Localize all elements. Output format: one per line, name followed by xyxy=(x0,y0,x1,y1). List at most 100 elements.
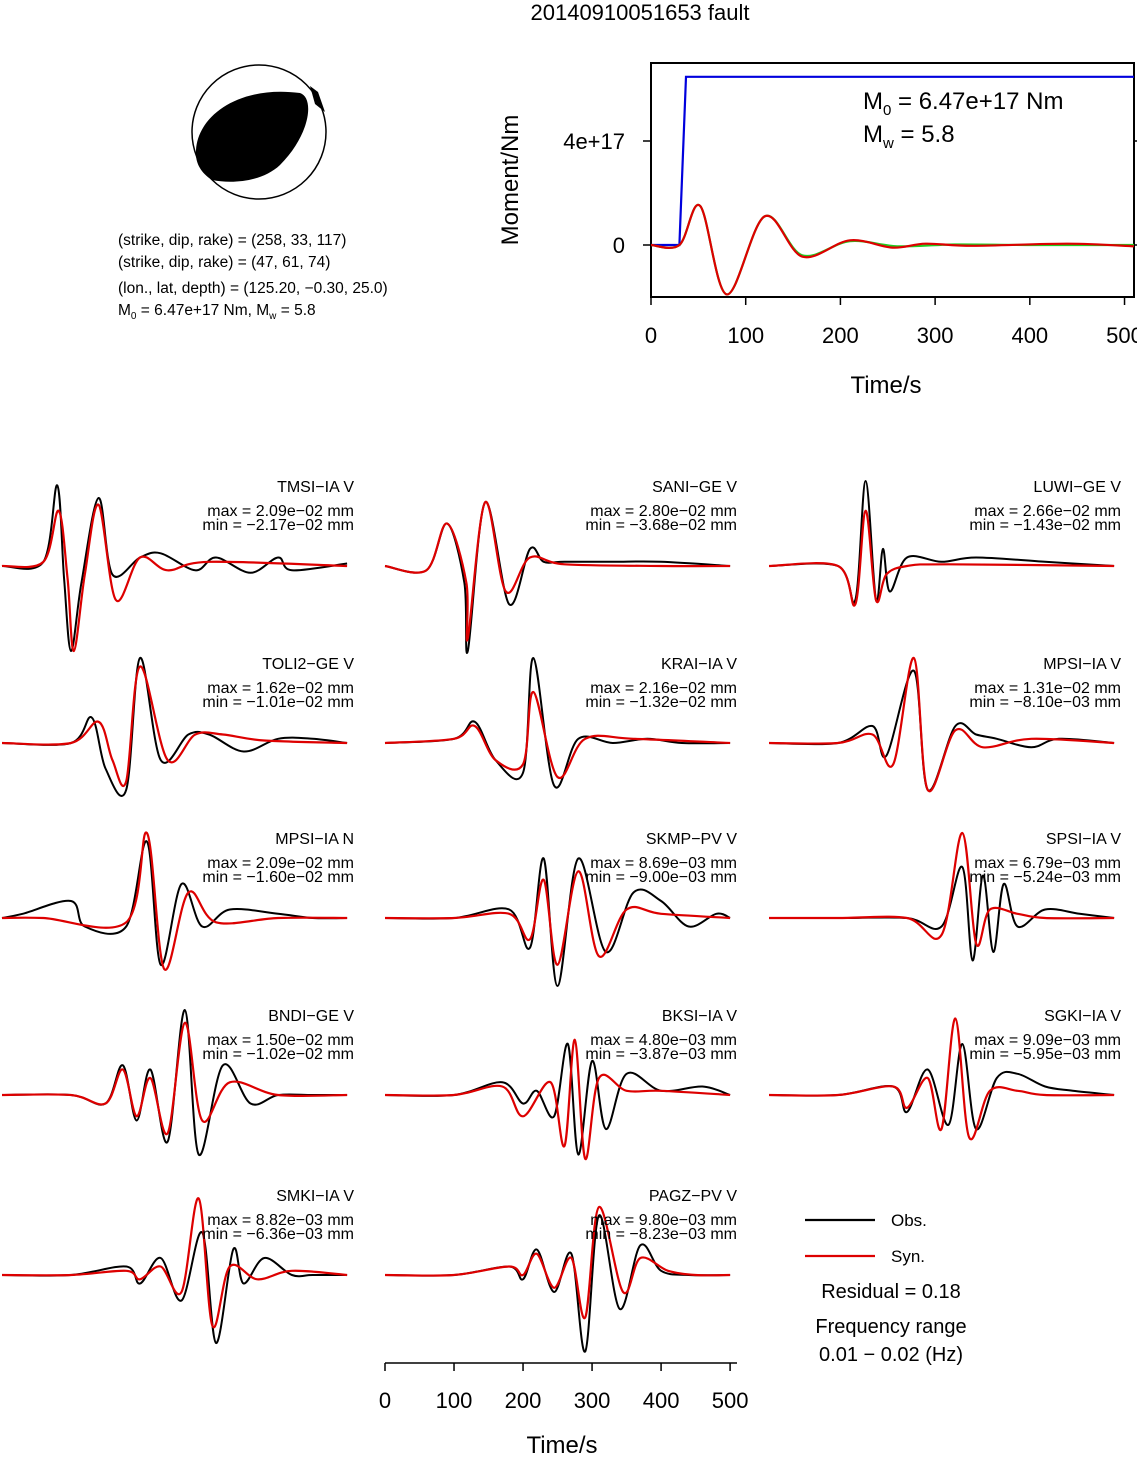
station-label: TOLI2−GE V xyxy=(262,656,354,673)
synthetic-waveform xyxy=(384,501,731,642)
observed-waveform xyxy=(1,656,348,797)
station-max: max = 2.16e−02 mm xyxy=(590,680,737,697)
synthetic-waveform xyxy=(384,690,731,780)
waveform-xtick-label: 300 xyxy=(574,1388,611,1413)
station-label: TMSI−IA V xyxy=(277,479,354,496)
moment-xtick-label: 400 xyxy=(1011,323,1048,348)
station-label: SGKI−IA V xyxy=(1044,1008,1121,1025)
station-max: max = 1.62e−02 mm xyxy=(207,680,354,697)
station-label: MPSI−IA V xyxy=(1043,656,1121,673)
station-min: min = −1.02e−02 mm xyxy=(202,1046,354,1063)
synthetic-waveform xyxy=(1,1021,348,1136)
station-max: max = 2.09e−02 mm xyxy=(207,855,354,872)
station-label: SKMP−PV V xyxy=(646,831,737,848)
observed-waveform xyxy=(384,857,731,988)
waveform-xtick-label: 500 xyxy=(712,1388,749,1413)
beachball-compressional-wedge xyxy=(310,86,325,112)
legend-syn-label: Syn. xyxy=(891,1247,925,1266)
moment-ylabel: Moment/Nm xyxy=(497,115,524,246)
waveform-xlabel: Time/s xyxy=(526,1432,597,1457)
moment-series-line xyxy=(650,203,1135,296)
station-max: max = 8.82e−03 mm xyxy=(207,1212,354,1229)
station-max: max = 9.09e−03 mm xyxy=(974,1032,1121,1049)
observed-waveform xyxy=(1,1231,348,1345)
frequency-range-label: Frequency range xyxy=(815,1316,966,1338)
moment-xtick-label: 300 xyxy=(917,323,954,348)
synthetic-waveform xyxy=(384,1205,731,1319)
station-max: max = 9.80e−03 mm xyxy=(590,1212,737,1229)
synthetic-waveform xyxy=(1,665,348,788)
moment-plot-frame xyxy=(650,62,1135,298)
synthetic-waveform xyxy=(384,870,731,966)
moment-annotation-m0: M0 = 6.47e+17 Nm xyxy=(863,88,1063,119)
moment-series-line xyxy=(651,75,1134,247)
station-max: max = 1.31e−02 mm xyxy=(974,680,1121,697)
synthetic-waveform xyxy=(769,831,1115,948)
station-max: max = 1.50e−02 mm xyxy=(207,1032,354,1049)
station-max: max = 2.66e−02 mm xyxy=(974,503,1121,520)
source-info-line2: (strike, dip, rake) = (47, 61, 74) xyxy=(118,254,331,271)
beachball-compressional-quadrant xyxy=(195,91,309,182)
station-max: max = 2.80e−02 mm xyxy=(590,503,737,520)
moment-xtick-label: 100 xyxy=(727,323,764,348)
station-label: SANI−GE V xyxy=(652,479,737,496)
waveform-xtick-label: 400 xyxy=(643,1388,680,1413)
figure-title: 20140910051653 fault xyxy=(531,0,750,25)
waveform-time-axis: 0 100 200 300 400 500 xyxy=(379,1362,749,1413)
waveform-xtick-label: 100 xyxy=(436,1388,473,1413)
moment-xlabel: Time/s xyxy=(850,372,921,399)
station-min: min = −2.17e−02 mm xyxy=(202,517,354,534)
station-max: max = 6.79e−03 mm xyxy=(974,855,1121,872)
station-min: min = −1.32e−02 mm xyxy=(585,694,737,711)
station-min: min = −6.36e−03 mm xyxy=(202,1226,354,1243)
observed-waveform xyxy=(1,840,348,966)
moment-series-line xyxy=(650,203,1135,296)
synthetic-waveform xyxy=(768,1017,1115,1141)
station-label: MPSI−IA N xyxy=(275,831,354,848)
station-min: min = −1.01e−02 mm xyxy=(202,694,354,711)
observed-waveform xyxy=(768,479,1115,604)
synthetic-waveform xyxy=(1,503,348,653)
moment-ytick-label: 4e+17 xyxy=(563,129,625,154)
station-min: min = −3.87e−03 mm xyxy=(585,1046,737,1063)
station-label: BNDI−GE V xyxy=(268,1008,354,1025)
station-min: min = −9.00e−03 mm xyxy=(585,869,737,886)
station-label: SPSI−IA V xyxy=(1046,831,1121,848)
station-label: SMKI−IA V xyxy=(276,1188,354,1205)
frequency-range-value: 0.01 − 0.02 (Hz) xyxy=(819,1344,963,1366)
station-min: min = −8.23e−03 mm xyxy=(585,1226,737,1243)
moment-xtick-label: 0 xyxy=(645,323,657,348)
synthetic-waveform xyxy=(1,831,348,971)
station-min: min = −8.10e−03 mm xyxy=(969,694,1121,711)
source-info-line4: M0 = 6.47e+17 Nm, Mw = 5.8 xyxy=(118,302,316,323)
station-max: max = 2.09e−02 mm xyxy=(207,503,354,520)
observed-waveform xyxy=(384,1042,731,1156)
station-min: min = −1.43e−02 mm xyxy=(969,517,1121,534)
moment-xtick-label: 200 xyxy=(822,323,859,348)
station-label: LUWI−GE V xyxy=(1033,479,1121,496)
beachball xyxy=(191,64,327,200)
station-label: KRAI−IA V xyxy=(661,656,737,673)
waveform-xtick-label: 0 xyxy=(379,1388,391,1413)
moment-annotation-mw: Mw = 5.8 xyxy=(863,121,955,152)
source-info-line3: (lon., lat, depth) = (125.20, −0.30, 25.… xyxy=(118,280,388,297)
moment-series-group xyxy=(650,75,1135,296)
station-max: max = 8.69e−03 mm xyxy=(590,855,737,872)
station-max: max = 4.80e−03 mm xyxy=(590,1032,737,1049)
synthetic-waveform xyxy=(768,656,1115,793)
